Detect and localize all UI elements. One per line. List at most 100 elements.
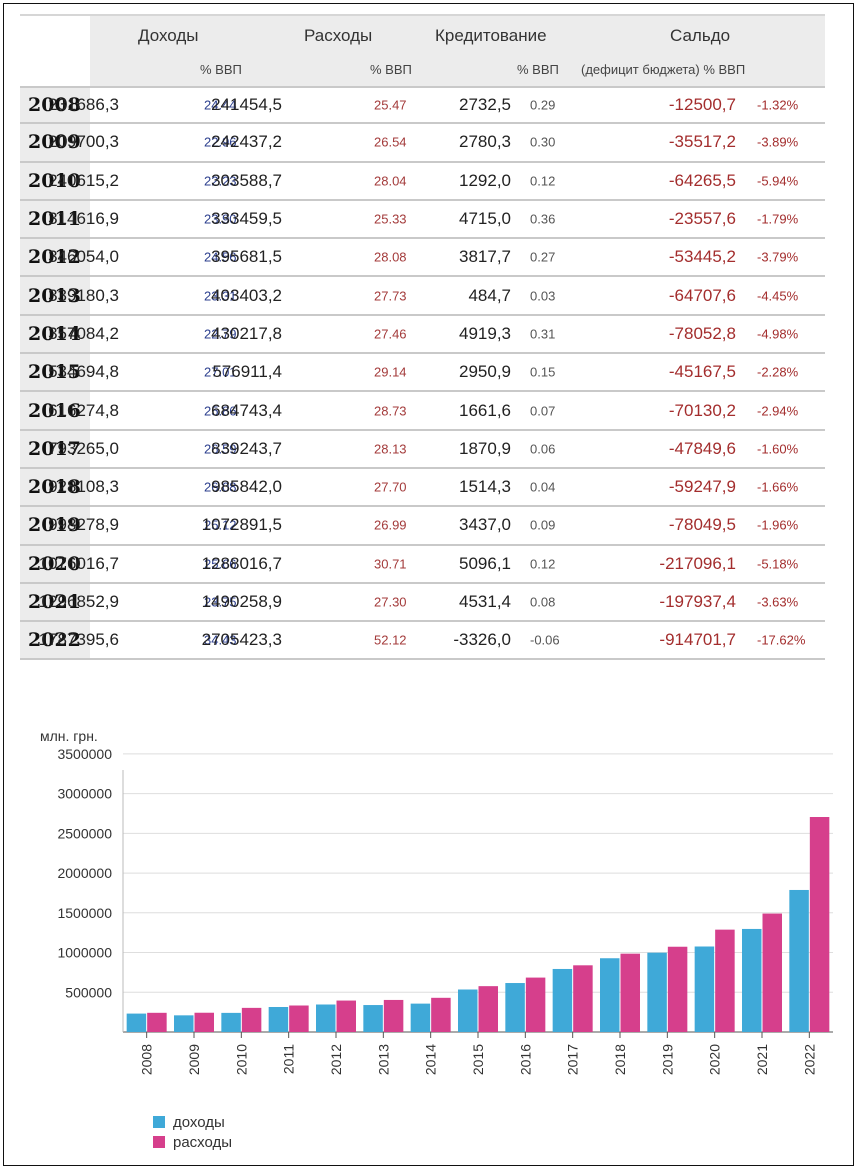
table-credit-pct: 0.12 <box>530 173 556 189</box>
legend-swatch-income <box>153 1116 165 1128</box>
table-balance: -78049,5 <box>668 515 736 535</box>
table-balance: -59247,9 <box>668 477 736 497</box>
bar-income-2011 <box>268 1006 289 1032</box>
table-income-pct: 23.31 <box>204 288 237 304</box>
x-tick-label: 2009 <box>186 1044 202 1075</box>
table-row: 2011 314616,9 23.90 333459,5 25.33 4715,0 0.36… <box>20 200 825 240</box>
table-row: 2021 1296852,9 23.75 1490258,9 27.30 4531,4 0.… <box>20 583 825 623</box>
table-income-pct: 22.96 <box>204 134 237 150</box>
table-year: 2008 <box>20 88 90 123</box>
table-income-pct: 34.43 <box>204 632 237 648</box>
table-balance-pct: -5.94% <box>757 173 799 189</box>
table-credit-pct: 0.03 <box>530 288 556 304</box>
table-balance-pct: -3.89% <box>757 134 799 150</box>
x-tick-label: 2013 <box>375 1044 391 1075</box>
table-balance: -914701,7 <box>659 630 736 650</box>
bar-income-2013 <box>363 1005 383 1032</box>
table-income: 231686,3 <box>48 95 119 115</box>
header-credit: Кредитование <box>435 26 547 45</box>
bar-expense-2011 <box>289 1005 309 1032</box>
bar-expense-2009 <box>194 1012 214 1032</box>
table-credit: 1292,0 <box>459 170 511 190</box>
table-balance-pct: -3.63% <box>757 594 799 610</box>
table-body: 2008 231686,3 24.44 241454,5 25.47 2732,5 0.29… <box>20 86 825 661</box>
bar-income-2012 <box>316 1004 336 1032</box>
table-row: 2008 231686,3 24.44 241454,5 25.47 2732,5 0.29… <box>20 86 825 125</box>
table-year: 2018 <box>20 468 90 506</box>
table-balance: -53445,2 <box>668 247 736 267</box>
y-tick-label: 1000000 <box>57 945 112 961</box>
table-expense: 242437,2 <box>211 132 282 152</box>
table-year: 2022 <box>20 622 90 659</box>
table-balance-pct: -4.98% <box>757 326 799 342</box>
table-row: 2017 793265,0 26.59 839243,7 28.13 1870,9 0.06… <box>20 430 825 469</box>
bar-income-2014 <box>410 1003 431 1032</box>
bar-income-2008 <box>126 1013 147 1032</box>
y-tick-label: 3500000 <box>57 746 112 762</box>
header-income-pct: % ВВП <box>200 62 242 77</box>
header-balance-sub: (дефицит бюджета) % ВВП <box>581 62 746 77</box>
table-expense: 303588,7 <box>211 170 282 190</box>
legend-label-expense: расходы <box>173 1133 233 1151</box>
table-year: 2014 <box>20 315 90 353</box>
table-balance: -45167,5 <box>668 362 736 382</box>
x-tick-label: 2022 <box>801 1044 817 1075</box>
bar-income-2009 <box>174 1015 194 1032</box>
table-balance-pct: -1.32% <box>757 97 799 113</box>
bar-expense-2017 <box>573 965 593 1032</box>
table-credit: 1870,9 <box>459 438 511 458</box>
table-balance: -78052,8 <box>668 323 736 343</box>
x-tick-label: 2016 <box>517 1044 533 1075</box>
bar-expense-2013 <box>383 999 404 1032</box>
bar-income-2020 <box>694 946 715 1032</box>
table-expense-pct: 26.99 <box>374 517 407 533</box>
bar-income-2016 <box>505 983 525 1032</box>
bar-expense-2008 <box>147 1012 167 1032</box>
table-year: 2020 <box>20 545 90 582</box>
x-tick-label: 2021 <box>754 1044 770 1075</box>
table-row: 2018 928108,3 26.08 985842,0 27.70 1514,3 0.04… <box>20 468 825 508</box>
y-tick-label: 500000 <box>65 984 112 1000</box>
table-income: 928108,3 <box>48 477 119 497</box>
table-balance: -70130,2 <box>668 400 736 420</box>
table-income-pct: 22.23 <box>204 173 237 189</box>
table-credit: 4531,4 <box>459 592 511 611</box>
table-year: 2021 <box>20 583 90 621</box>
table-income: 339180,3 <box>48 285 119 305</box>
legend-label-income: доходы <box>173 1113 225 1131</box>
bar-expense-2021 <box>762 913 782 1032</box>
table-credit-pct: 0.31 <box>530 326 556 342</box>
table-income-pct: 25.66 <box>204 556 237 572</box>
table-income-pct: 23.90 <box>204 211 237 227</box>
table-credit-pct: 0.08 <box>530 594 556 610</box>
table-balance-pct: -1.60% <box>757 441 799 457</box>
legend-item-expense: расходы <box>153 1132 232 1152</box>
table-year: 2011 <box>20 200 90 238</box>
header-year-cell <box>20 16 90 88</box>
x-tick-label: 2019 <box>659 1044 675 1075</box>
bar-expense-2020 <box>715 929 735 1032</box>
table-income: 346054,0 <box>48 247 119 267</box>
table-expense-pct: 27.73 <box>374 288 407 304</box>
table-credit-pct: 0.15 <box>530 364 556 380</box>
bar-expense-2022 <box>809 817 830 1032</box>
table-year: 2010 <box>20 162 90 199</box>
table-year: 2012 <box>20 239 90 276</box>
table-income: 998278,9 <box>48 515 119 535</box>
x-tick-label: 2008 <box>139 1044 155 1075</box>
y-tick-label: 2500000 <box>57 825 112 841</box>
header-credit-pct: % ВВП <box>517 62 559 77</box>
table-balance: -23557,6 <box>668 209 736 229</box>
table-expense: 241454,5 <box>211 95 282 115</box>
table-credit-pct: 0.29 <box>530 97 556 113</box>
table-credit-pct: 0.12 <box>530 556 556 572</box>
table-expense-pct: 27.30 <box>374 594 407 610</box>
table-balance-pct: -17.62% <box>757 632 806 648</box>
table-balance-pct: -1.66% <box>757 479 799 495</box>
bar-income-2010 <box>221 1012 241 1032</box>
table-expense: 1288016,7 <box>201 553 282 573</box>
table-credit-pct: -0.06 <box>530 632 560 648</box>
table-income-pct: 22.79 <box>204 326 237 342</box>
table-credit: 4919,3 <box>459 323 511 343</box>
x-tick-label: 2015 <box>470 1044 486 1075</box>
